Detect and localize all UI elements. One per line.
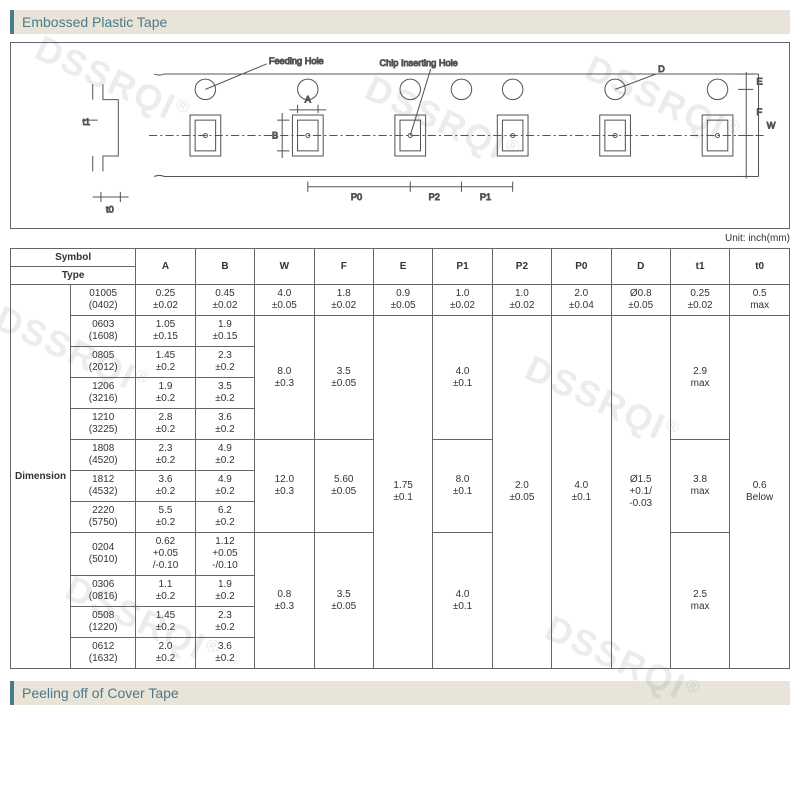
cell: Ø1.5+0.1/-0.03 [611, 316, 670, 669]
cell: 0.5max [730, 285, 790, 316]
cell: 1.12+0.05-/0.10 [195, 533, 254, 576]
cell: 5.60±0.05 [314, 440, 373, 533]
cell: 0.62+0.05/-0.10 [136, 533, 195, 576]
cell: 0.25±0.02 [136, 285, 195, 316]
col-E: E [373, 249, 432, 285]
cell: 3.8max [670, 440, 729, 533]
col-t0: t0 [730, 249, 790, 285]
cell: 6.2±0.2 [195, 502, 254, 533]
cell: 2.9max [670, 316, 729, 440]
cell: 3.5±0.2 [195, 378, 254, 409]
table-row: 1808(4520) [71, 440, 136, 471]
t1-label: t1 [82, 117, 90, 127]
cell: 2.0±0.04 [552, 285, 611, 316]
cell: 2.3±0.2 [136, 440, 195, 471]
cell: 3.6±0.2 [195, 409, 254, 440]
cell: 2.8±0.2 [136, 409, 195, 440]
type-header: Type [11, 267, 136, 285]
cell: 2.5max [670, 533, 729, 669]
table-row: 0508(1220) [71, 607, 136, 638]
cell: 1.1±0.2 [136, 576, 195, 607]
col-W: W [255, 249, 314, 285]
cell: 3.5±0.05 [314, 533, 373, 669]
table-row: 1206(3216) [71, 378, 136, 409]
svg-text:B: B [272, 131, 278, 141]
cell: 1.9±0.2 [136, 378, 195, 409]
cell: 1.0±0.02 [433, 285, 492, 316]
cell: 8.0±0.3 [255, 316, 314, 440]
cell: 4.0±0.1 [433, 533, 492, 669]
cell: 1.75±0.1 [373, 316, 432, 669]
svg-text:F: F [756, 107, 762, 117]
cell: 5.5±0.2 [136, 502, 195, 533]
svg-text:Feeding Hole: Feeding Hole [269, 56, 324, 66]
svg-text:A: A [305, 95, 312, 105]
cell: 1.45±0.2 [136, 607, 195, 638]
unit-label: Unit: inch(mm) [10, 233, 790, 244]
symbol-header: Symbol [11, 249, 136, 267]
cell: 12.0±0.3 [255, 440, 314, 533]
svg-text:Chip Inserting Hole: Chip Inserting Hole [380, 58, 458, 68]
table-row: 1210(3225) [71, 409, 136, 440]
cell: Ø0.8±0.05 [611, 285, 670, 316]
col-D: D [611, 249, 670, 285]
svg-text:W: W [767, 120, 776, 130]
table-row: 0603(1608) [71, 316, 136, 347]
cell: 4.9±0.2 [195, 471, 254, 502]
col-B: B [195, 249, 254, 285]
cell: 3.6±0.2 [195, 638, 254, 669]
col-P0: P0 [552, 249, 611, 285]
cell: 4.9±0.2 [195, 440, 254, 471]
svg-text:P1: P1 [480, 192, 491, 202]
cell: 3.5±0.05 [314, 316, 373, 440]
diagram-svg: t1 t0 A B P0 [21, 53, 779, 218]
cell: 4.0±0.05 [255, 285, 314, 316]
cell: 1.9±0.2 [195, 576, 254, 607]
tape-diagram: t1 t0 A B P0 [10, 42, 790, 229]
col-P2: P2 [492, 249, 551, 285]
cell: 1.8±0.02 [314, 285, 373, 316]
cell: 1.0±0.02 [492, 285, 551, 316]
cell: 1.05±0.15 [136, 316, 195, 347]
svg-text:P0: P0 [351, 192, 362, 202]
cell: 0.25±0.02 [670, 285, 729, 316]
col-F: F [314, 249, 373, 285]
cell: 4.0±0.1 [433, 316, 492, 440]
footer-title: Peeling off of Cover Tape [10, 681, 790, 705]
table-row: 0805(2012) [71, 347, 136, 378]
cell: 0.8±0.3 [255, 533, 314, 669]
cell: 2.3±0.2 [195, 347, 254, 378]
table-row: 0204(5010) [71, 533, 136, 576]
dimension-table: Symbol A B W F E P1 P2 P0 D t1 t0 Type D… [10, 248, 790, 669]
cell: 8.0±0.1 [433, 440, 492, 533]
t0-label: t0 [106, 204, 114, 214]
cell: 1.45±0.2 [136, 347, 195, 378]
cell: 2.0±0.2 [136, 638, 195, 669]
cell: 3.6±0.2 [136, 471, 195, 502]
table-row: 01005(0402) [71, 285, 136, 316]
svg-text:P2: P2 [429, 192, 440, 202]
svg-text:E: E [756, 76, 762, 86]
col-A: A [136, 249, 195, 285]
dimension-label: Dimension [11, 285, 71, 669]
cell: 0.45±0.02 [195, 285, 254, 316]
cell: 2.0±0.05 [492, 316, 551, 669]
table-row: 0306(0816) [71, 576, 136, 607]
table-row: 2220(5750) [71, 502, 136, 533]
cell: 0.6Below [730, 316, 790, 669]
col-P1: P1 [433, 249, 492, 285]
table-row: 1812(4532) [71, 471, 136, 502]
cell: 2.3±0.2 [195, 607, 254, 638]
table-row: 0612(1632) [71, 638, 136, 669]
cell: 1.9±0.15 [195, 316, 254, 347]
svg-text:D: D [658, 64, 665, 74]
col-t1: t1 [670, 249, 729, 285]
section-title: Embossed Plastic Tape [10, 10, 790, 34]
cell: 0.9±0.05 [373, 285, 432, 316]
cell: 4.0±0.1 [552, 316, 611, 669]
